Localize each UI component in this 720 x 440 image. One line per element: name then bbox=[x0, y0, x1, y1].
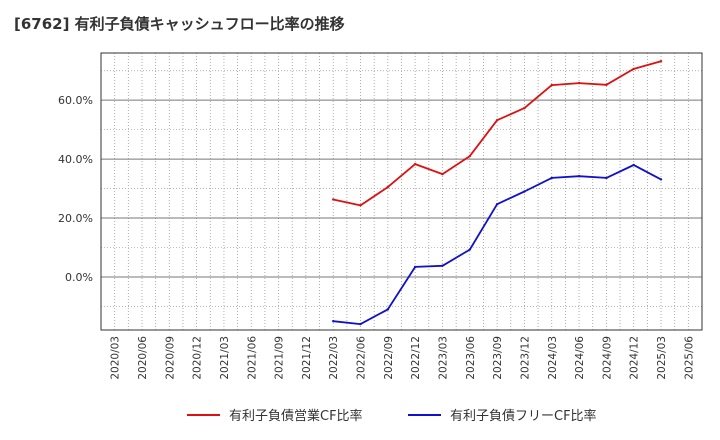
x-tick-label: 2021/06 bbox=[246, 336, 258, 380]
x-tick-label: 2023/09 bbox=[492, 336, 504, 380]
x-tick-label: 2023/03 bbox=[437, 336, 449, 380]
data-point bbox=[332, 198, 335, 201]
data-point bbox=[413, 162, 417, 166]
x-tick-label: 2020/12 bbox=[192, 336, 204, 380]
data-point bbox=[605, 83, 608, 87]
x-tick-label: 2025/06 bbox=[683, 336, 695, 380]
data-point bbox=[441, 264, 444, 267]
data-point bbox=[359, 204, 362, 207]
data-point bbox=[523, 106, 526, 110]
x-tick-label: 2022/09 bbox=[383, 336, 395, 380]
x-tick-label: 2020/03 bbox=[110, 336, 122, 380]
y-tick-label: 40.0% bbox=[58, 153, 93, 166]
data-point bbox=[468, 154, 471, 158]
data-point bbox=[659, 178, 663, 181]
x-tick-label: 2022/03 bbox=[328, 336, 340, 380]
data-point bbox=[550, 176, 553, 180]
x-tick-label: 2024/06 bbox=[574, 336, 586, 380]
plot-frame bbox=[100, 52, 703, 331]
chart-title: [6762] 有利子負債キャッシュフロー比率の推移 bbox=[14, 15, 345, 33]
x-tick-label: 2021/09 bbox=[274, 336, 286, 380]
data-point bbox=[550, 83, 553, 87]
data-point bbox=[495, 202, 499, 206]
y-axis-ticks: 0.0% 20.0% 40.0% 60.0% bbox=[58, 94, 93, 284]
y-tick-label: 60.0% bbox=[58, 94, 93, 107]
x-tick-label: 2024/12 bbox=[629, 336, 641, 380]
x-tick-label: 2020/06 bbox=[137, 336, 149, 380]
data-point bbox=[632, 163, 635, 167]
data-point bbox=[413, 265, 417, 269]
y-tick-label: 0.0% bbox=[65, 271, 93, 284]
x-tick-label: 2024/03 bbox=[547, 336, 559, 380]
data-point bbox=[605, 176, 608, 180]
legend-label-2: 有利子負債フリーCF比率 bbox=[450, 408, 597, 424]
data-point bbox=[332, 319, 335, 323]
series-line-1 bbox=[333, 60, 662, 207]
x-tick-label: 2023/12 bbox=[519, 336, 531, 380]
legend-label-1: 有利子負債営業CF比率 bbox=[229, 408, 363, 424]
x-tick-label: 2022/06 bbox=[356, 336, 368, 380]
data-point bbox=[523, 190, 526, 193]
data-point bbox=[577, 81, 581, 85]
data-point bbox=[386, 308, 390, 311]
x-tick-label: 2023/06 bbox=[465, 336, 477, 380]
x-tick-label: 2024/09 bbox=[601, 336, 613, 380]
data-point bbox=[386, 185, 390, 189]
data-point bbox=[632, 67, 635, 71]
data-point bbox=[659, 60, 663, 63]
x-tick-label: 2021/03 bbox=[219, 336, 231, 380]
data-point bbox=[441, 172, 444, 176]
data-point bbox=[577, 174, 581, 178]
x-axis-ticks: 2020/03 2020/06 2020/09 2020/12 2021/03 2021/… bbox=[110, 336, 696, 380]
data-point bbox=[359, 322, 362, 326]
x-tick-label: 2021/12 bbox=[301, 336, 313, 380]
x-tick-label: 2022/12 bbox=[410, 336, 422, 380]
series-lines bbox=[332, 60, 663, 326]
legend: 有利子負債営業CF比率 有利子負債フリーCF比率 bbox=[187, 408, 597, 424]
data-point bbox=[495, 118, 499, 122]
grid-lines bbox=[100, 53, 703, 330]
data-point bbox=[468, 248, 471, 251]
x-tick-label: 2020/09 bbox=[164, 336, 176, 380]
y-tick-label: 20.0% bbox=[58, 212, 93, 225]
x-tick-label: 2025/03 bbox=[656, 336, 668, 380]
